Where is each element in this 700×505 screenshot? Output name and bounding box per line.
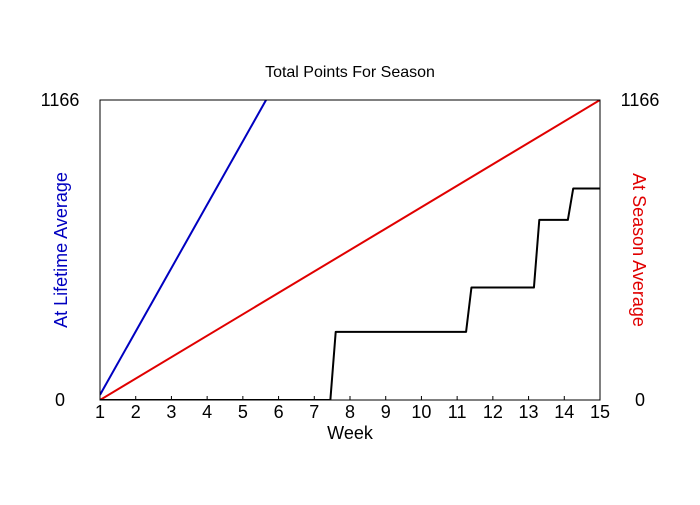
x-tick-label: 6 bbox=[274, 402, 284, 422]
y-right-axis-label: At Season Average bbox=[629, 173, 649, 327]
series-line-lifetime bbox=[100, 100, 267, 396]
x-tick-label: 9 bbox=[381, 402, 391, 422]
x-tick-label: 8 bbox=[345, 402, 355, 422]
y-left-axis-label: At Lifetime Average bbox=[51, 172, 71, 328]
y-left-tick-label-min: 0 bbox=[55, 390, 65, 410]
chart-title: Total Points For Season bbox=[265, 64, 435, 81]
x-tick-label: 15 bbox=[590, 402, 610, 422]
x-tick-label: 7 bbox=[309, 402, 319, 422]
series-line-actual bbox=[100, 187, 600, 400]
x-tick-label: 4 bbox=[202, 402, 212, 422]
y-right-tick-label-max: 1166 bbox=[621, 90, 660, 110]
x-tick-label: 13 bbox=[519, 402, 539, 422]
series-layer bbox=[100, 100, 600, 400]
x-tick-label: 10 bbox=[411, 402, 431, 422]
x-axis: 1 2 3 4 5 6 7 8 9 10 11 12 13 14 15 bbox=[95, 396, 610, 422]
series-line-season bbox=[100, 100, 600, 400]
x-tick-label: 5 bbox=[238, 402, 248, 422]
y-left-tick-label-max: 1166 bbox=[41, 90, 80, 110]
x-axis-label: Week bbox=[327, 423, 374, 443]
x-tick-label: 11 bbox=[448, 402, 467, 422]
x-tick-label: 2 bbox=[131, 402, 141, 422]
y-right-tick-label-min: 0 bbox=[635, 390, 645, 410]
x-tick-label: 14 bbox=[554, 402, 574, 422]
x-tick-label: 1 bbox=[95, 402, 105, 422]
x-tick-label: 12 bbox=[483, 402, 503, 422]
x-tick-label: 3 bbox=[166, 402, 176, 422]
